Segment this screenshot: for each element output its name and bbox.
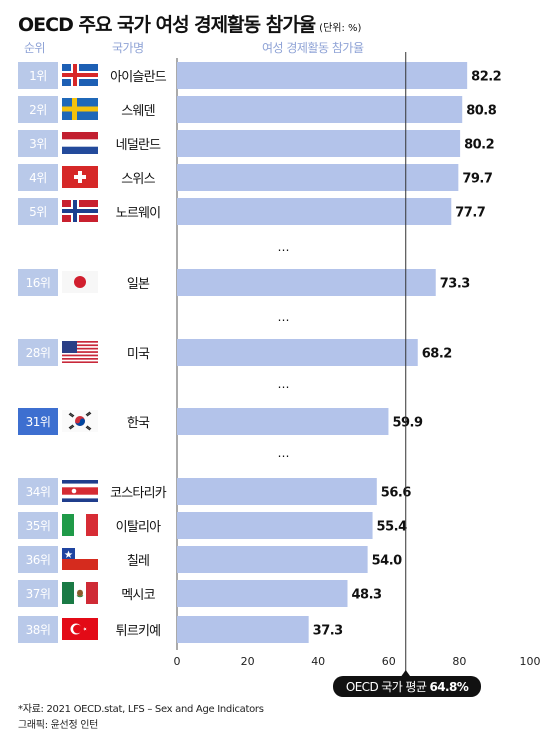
switzerland-flag-icon bbox=[62, 166, 98, 188]
rank-badge: 31위 bbox=[18, 408, 58, 435]
turkiye-flag-icon bbox=[62, 618, 98, 640]
bar bbox=[177, 616, 309, 643]
data-label: 56.6 bbox=[381, 486, 412, 501]
ellipsis-4: … bbox=[277, 446, 291, 460]
country-name: 스웨덴 bbox=[121, 104, 155, 119]
rank-badge: 4위 bbox=[18, 164, 58, 191]
rank-badge: 16위 bbox=[18, 269, 58, 296]
country-name: 튀르키예 bbox=[115, 624, 161, 639]
mexico-flag-icon bbox=[62, 582, 98, 604]
rate-column-header: 여성 경제활동 참가율 bbox=[262, 41, 364, 55]
average-label: OECD 국가 평균 64.8% bbox=[346, 680, 469, 694]
rank-badge: 37위 bbox=[18, 580, 58, 607]
country-name: 한국 bbox=[126, 416, 150, 431]
bar bbox=[177, 62, 468, 89]
country-name: 칠레 bbox=[126, 554, 150, 569]
country-name: 노르웨이 bbox=[115, 206, 161, 221]
x-tick-label: 100 bbox=[520, 655, 541, 668]
rank-badge: 5위 bbox=[18, 198, 58, 225]
data-label: 55.4 bbox=[377, 520, 408, 535]
bar bbox=[177, 408, 389, 435]
bar bbox=[177, 546, 368, 573]
country-name: 스위스 bbox=[121, 172, 155, 187]
data-label: 37.3 bbox=[313, 624, 344, 639]
sweden-flag-icon bbox=[62, 98, 98, 120]
country-column-header: 국가명 bbox=[112, 41, 144, 55]
x-tick-label: 80 bbox=[452, 655, 466, 668]
country-name: 네덜란드 bbox=[115, 138, 161, 153]
bar bbox=[177, 96, 463, 123]
x-tick-label: 0 bbox=[174, 655, 181, 668]
data-label: 80.2 bbox=[464, 138, 494, 153]
rank-badge: 36위 bbox=[18, 546, 58, 573]
ellipsis-3: … bbox=[277, 377, 291, 391]
bar bbox=[177, 580, 348, 607]
bar bbox=[177, 164, 459, 191]
chart-title: OECD 주요 국가 여성 경제활동 참가율 (단위: %) bbox=[18, 10, 361, 37]
data-label: 59.9 bbox=[392, 416, 423, 431]
rank-badge: 3위 bbox=[18, 130, 58, 157]
chart-title-text: OECD 주요 국가 여성 경제활동 참가율 bbox=[18, 14, 316, 36]
ellipsis-2: … bbox=[277, 310, 291, 324]
data-label: 68.2 bbox=[422, 347, 452, 362]
data-label: 82.2 bbox=[471, 70, 501, 85]
bar bbox=[177, 512, 373, 539]
country-name: 코스타리카 bbox=[110, 486, 167, 501]
rank-badge: 35위 bbox=[18, 512, 58, 539]
korea-flag-icon bbox=[62, 410, 98, 432]
netherlands-flag-icon bbox=[62, 132, 98, 154]
rank-badge: 1위 bbox=[18, 62, 58, 89]
unit-label: (단위: %) bbox=[319, 23, 362, 34]
country-name: 아이슬란드 bbox=[110, 70, 167, 85]
costa-rica-flag-icon bbox=[62, 480, 98, 502]
rank-badge: 34위 bbox=[18, 478, 58, 505]
usa-flag-icon bbox=[62, 341, 98, 363]
data-label: 77.7 bbox=[455, 206, 486, 221]
x-tick-label: 60 bbox=[382, 655, 396, 668]
iceland-flag-icon bbox=[62, 64, 98, 86]
credit-note: 그래픽: 윤선정 인턴 bbox=[18, 720, 99, 731]
rank-badge: 38위 bbox=[18, 616, 58, 643]
data-label: 48.3 bbox=[351, 588, 382, 603]
x-tick-label: 40 bbox=[311, 655, 325, 668]
bar bbox=[177, 478, 377, 505]
average-callout bbox=[333, 676, 481, 697]
ellipsis-1: … bbox=[277, 240, 291, 254]
country-name: 멕시코 bbox=[121, 588, 155, 603]
source-note: *자료: 2021 OECD.stat, LFS – Sex and Age I… bbox=[18, 704, 264, 715]
bar bbox=[177, 130, 461, 157]
average-pointer bbox=[400, 670, 411, 677]
country-name: 이탈리아 bbox=[115, 520, 161, 535]
country-name: 일본 bbox=[126, 277, 150, 292]
x-tick-label: 20 bbox=[241, 655, 255, 668]
data-label: 79.7 bbox=[462, 172, 493, 187]
data-label: 54.0 bbox=[372, 554, 403, 569]
norway-flag-icon bbox=[62, 200, 98, 222]
bar bbox=[177, 269, 436, 296]
data-label: 73.3 bbox=[440, 277, 471, 292]
italy-flag-icon bbox=[62, 514, 98, 536]
japan-flag-icon bbox=[62, 271, 98, 293]
country-name: 미국 bbox=[126, 347, 150, 362]
bar bbox=[177, 198, 452, 225]
data-label: 80.8 bbox=[466, 104, 497, 119]
rank-column-header: 순위 bbox=[24, 41, 46, 55]
rank-badge: 28위 bbox=[18, 339, 58, 366]
rank-badge: 2위 bbox=[18, 96, 58, 123]
bar bbox=[177, 339, 418, 366]
chile-flag-icon bbox=[62, 548, 98, 570]
